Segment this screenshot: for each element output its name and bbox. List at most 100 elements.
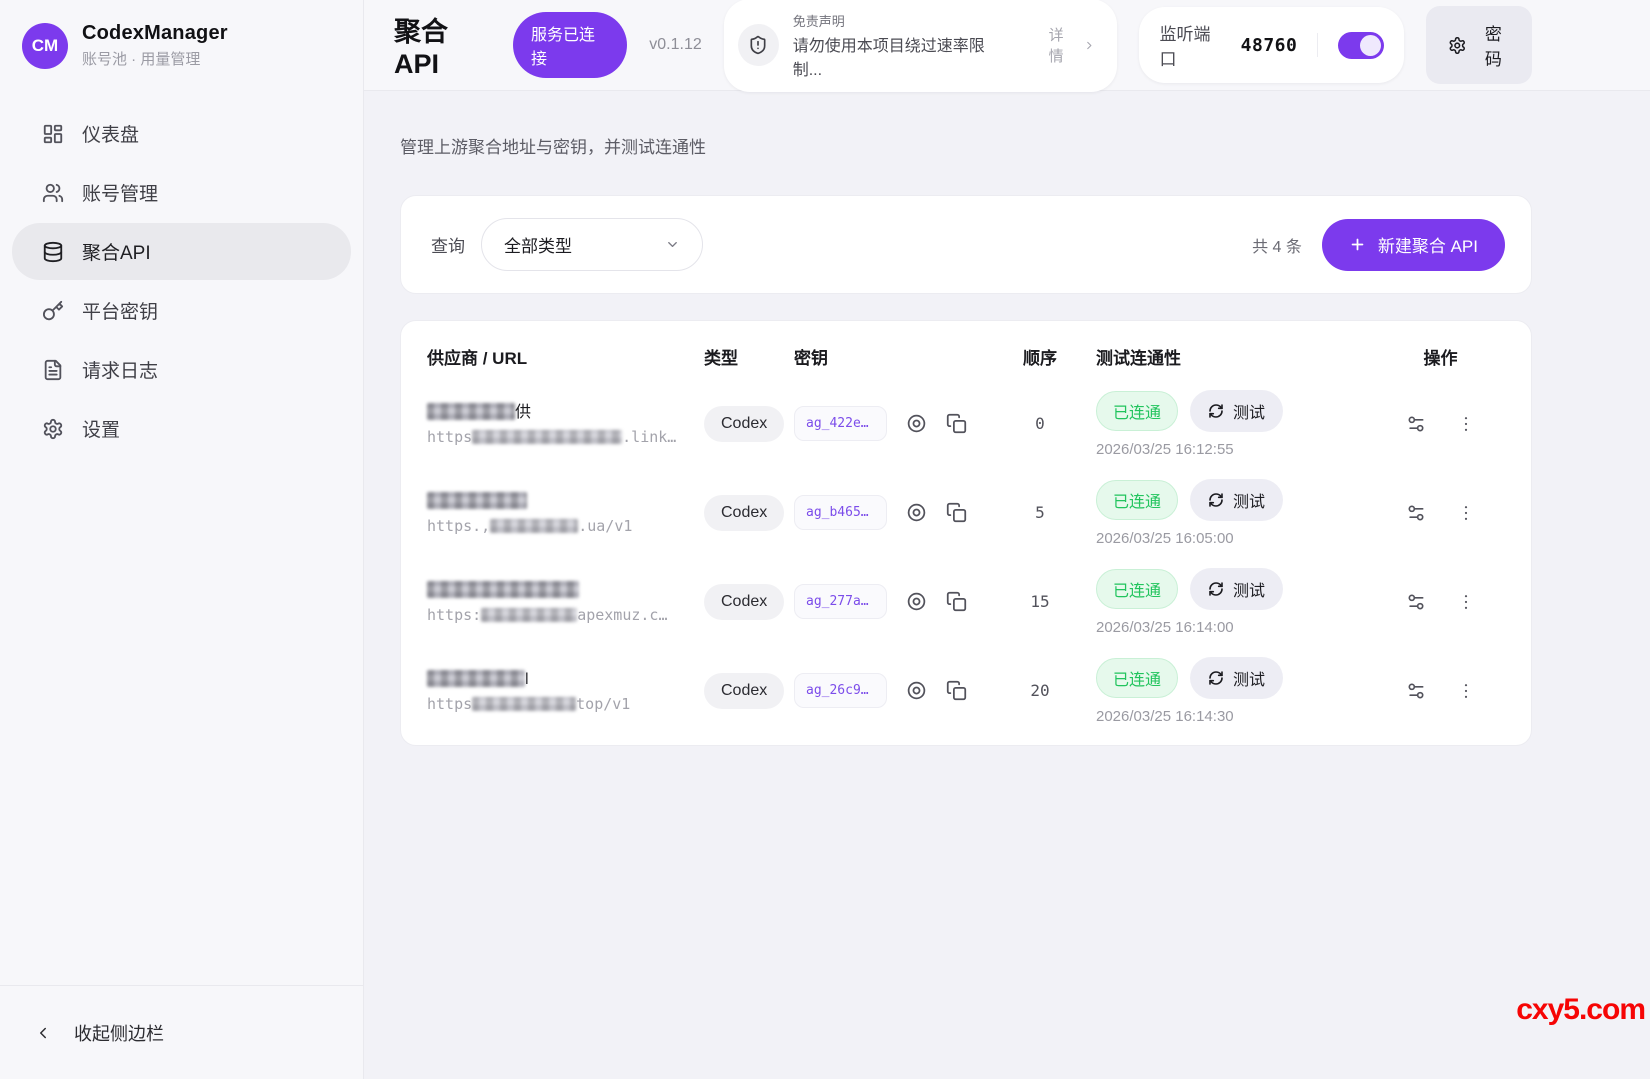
row-menu-button[interactable] xyxy=(1456,681,1476,701)
ellipsis-vertical-icon xyxy=(1464,594,1467,609)
sidebar-item-label: 设置 xyxy=(82,420,121,441)
page-content: 管理上游聚合地址与密钥，并测试连通性 查询 全部类型 共 4 条 新建聚合 AP… xyxy=(364,91,1650,1079)
sliders-icon xyxy=(1408,683,1423,698)
type-filter-value: 全部类型 xyxy=(504,237,572,256)
actions-cell xyxy=(1376,414,1505,434)
url-prefix: https: xyxy=(427,605,482,624)
connected-badge: 已连通 xyxy=(1096,568,1179,609)
test-button-label: 测试 xyxy=(1233,671,1266,689)
provider-url: https: apexmuz.c… xyxy=(427,606,688,624)
copy-icon xyxy=(946,680,967,701)
copy-key-button[interactable] xyxy=(946,502,967,523)
reveal-key-button[interactable] xyxy=(906,591,927,612)
eye-icon xyxy=(907,681,926,700)
password-button[interactable]: 密码 xyxy=(1426,6,1532,84)
configure-button[interactable] xyxy=(1406,592,1426,612)
type-badge: Codex xyxy=(704,672,785,709)
new-aggregate-api-label: 新建聚合 API xyxy=(1377,237,1478,256)
type-cell: Codex xyxy=(704,405,794,442)
reveal-key-button[interactable] xyxy=(906,502,927,523)
url-suffix: top/v1 xyxy=(576,694,631,713)
password-button-label: 密码 xyxy=(1484,25,1502,69)
last-tested-time: 2026/03/25 16:14:30 xyxy=(1096,707,1234,725)
copy-icon xyxy=(946,502,967,523)
sidebar-item-aggregate-api[interactable]: 聚合API xyxy=(12,223,351,280)
copy-key-button[interactable] xyxy=(946,591,967,612)
test-connectivity-button[interactable]: 测试 xyxy=(1190,567,1284,610)
watermark: cxy5.com xyxy=(1516,993,1646,1026)
sidebar-item-settings[interactable]: 设置 xyxy=(12,400,351,457)
url-prefix: https xyxy=(427,427,473,446)
type-badge: Codex xyxy=(704,405,785,442)
test-connectivity-button[interactable]: 测试 xyxy=(1190,478,1284,521)
sidebar-item-dashboard[interactable]: 仪表盘 xyxy=(12,105,351,162)
copy-key-button[interactable] xyxy=(946,680,967,701)
collapse-sidebar-button[interactable]: 收起侧边栏 xyxy=(0,985,363,1079)
column-header-actions: 操作 xyxy=(1423,348,1458,368)
new-aggregate-api-button[interactable]: 新建聚合 API xyxy=(1321,218,1505,271)
configure-button[interactable] xyxy=(1406,681,1426,701)
refresh-icon xyxy=(1209,581,1223,596)
api-key-value[interactable]: ag_b465… xyxy=(794,495,887,530)
version-label: v0.1.12 xyxy=(649,36,702,53)
listen-port-label: 监听端口 xyxy=(1159,25,1211,69)
brand-name: CodexManager xyxy=(82,22,228,44)
sidebar-item-request-logs[interactable]: 请求日志 xyxy=(12,341,351,398)
sidebar-item-label: 聚合API xyxy=(82,243,151,264)
column-header-connectivity: 测试连通性 xyxy=(1096,348,1181,368)
sidebar-item-platform-keys[interactable]: 平台密钥 xyxy=(12,282,351,339)
test-connectivity-button[interactable]: 测试 xyxy=(1190,656,1284,699)
row-menu-button[interactable] xyxy=(1456,592,1476,612)
copy-key-button[interactable] xyxy=(946,413,967,434)
sliders-icon xyxy=(1408,505,1423,520)
test-connectivity-button[interactable]: 测试 xyxy=(1190,389,1284,432)
redacted-url-part xyxy=(472,429,623,444)
sidebar-item-label: 平台密钥 xyxy=(82,302,159,323)
type-cell: Codex xyxy=(704,672,794,709)
reveal-key-button[interactable] xyxy=(906,680,927,701)
toggle-knob xyxy=(1360,34,1382,56)
disclaimer-details-link[interactable]: 详情 xyxy=(1049,24,1096,66)
url-prefix: https., xyxy=(427,516,491,535)
disclaimer-title: 免责声明 xyxy=(792,13,845,29)
sidebar-item-label: 请求日志 xyxy=(82,361,159,382)
api-key-value[interactable]: ag_422e… xyxy=(794,406,887,441)
reveal-key-button[interactable] xyxy=(906,413,927,434)
provider-name-suffix: l xyxy=(525,670,529,688)
provider-name: 供 xyxy=(427,402,688,424)
table-row: https: apexmuz.c… Codex ag_277a… 15 已连通 测… xyxy=(427,557,1505,646)
brand-avatar: CM xyxy=(22,22,68,69)
type-filter-select[interactable]: 全部类型 xyxy=(481,218,703,271)
row-menu-button[interactable] xyxy=(1456,503,1476,523)
test-button-label: 测试 xyxy=(1233,493,1266,511)
redacted-provider-name xyxy=(427,491,527,509)
connectivity-cell: 已连通 测试 2026/03/25 16:14:00 xyxy=(1096,567,1376,636)
sidebar-item-accounts[interactable]: 账号管理 xyxy=(12,164,351,221)
row-menu-button[interactable] xyxy=(1456,414,1476,434)
provider-url: https top/v1 xyxy=(427,695,688,713)
order-cell: 15 xyxy=(1030,592,1050,611)
service-toggle[interactable] xyxy=(1338,31,1385,59)
order-cell: 20 xyxy=(1030,681,1050,700)
refresh-icon xyxy=(1209,492,1223,507)
provider-name: l xyxy=(427,669,688,691)
key-icon xyxy=(42,300,64,322)
configure-button[interactable] xyxy=(1406,503,1426,523)
disclaimer-card[interactable]: 免责声明 请勿使用本项目绕过速率限制... 详情 xyxy=(723,0,1118,92)
provider-cell: 供 https .link… xyxy=(427,402,704,446)
eye-icon xyxy=(907,414,926,433)
configure-button[interactable] xyxy=(1406,414,1426,434)
provider-cell: l https top/v1 xyxy=(427,669,704,713)
disclaimer-details-label: 详情 xyxy=(1048,27,1064,65)
column-header-order: 顺序 xyxy=(1023,348,1057,368)
type-cell: Codex xyxy=(704,494,794,531)
table-header-row: 供应商 / URL 类型 密钥 顺序 测试连通性 操作 xyxy=(427,333,1505,379)
order-cell: 5 xyxy=(1035,503,1045,522)
table-row: https., .ua/v1 Codex ag_b465… 5 已连通 测试 xyxy=(427,468,1505,557)
type-cell: Codex xyxy=(704,583,794,620)
last-tested-time: 2026/03/25 16:05:00 xyxy=(1096,529,1234,547)
main-area: 聚合API 服务已连接 v0.1.12 免责声明 请勿使用本项目绕过速率限制..… xyxy=(364,0,1650,1079)
api-key-value[interactable]: ag_277a… xyxy=(794,584,887,619)
table-row: 供 https .link… Codex ag_422e… 0 已连通 xyxy=(427,379,1505,468)
api-key-value[interactable]: ag_26c9… xyxy=(794,673,887,708)
